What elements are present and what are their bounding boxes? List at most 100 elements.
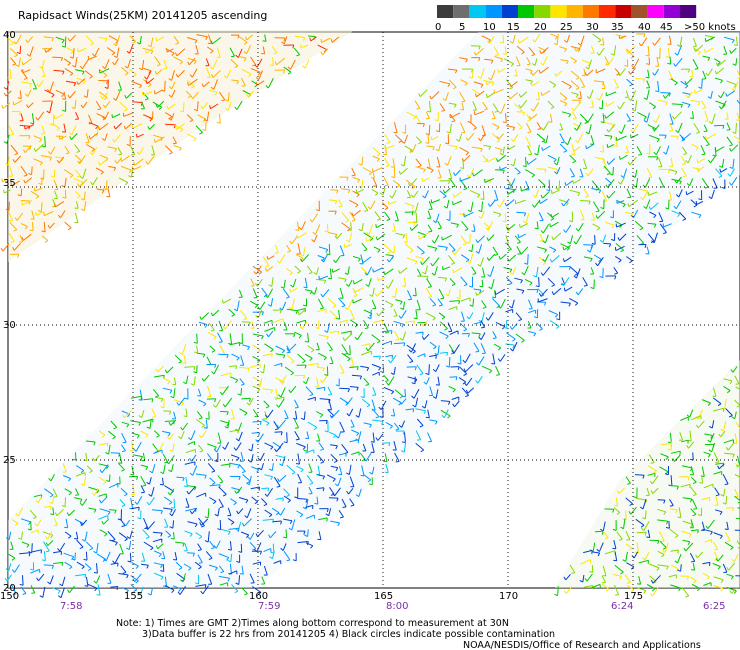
- wind-barb-flag: [113, 125, 116, 130]
- wind-barb-flag: [355, 414, 360, 418]
- wind-barb: [349, 439, 359, 443]
- wind-barb-flag: [337, 522, 341, 527]
- wind-barb-flag: [488, 77, 492, 81]
- wind-barb: [290, 287, 298, 293]
- wind-barb: [20, 518, 31, 523]
- wind-barb-flag: [158, 553, 162, 558]
- wind-barb-flag: [606, 172, 611, 175]
- wind-barb: [151, 509, 163, 512]
- wind-barb: [687, 154, 692, 163]
- wind-barb-flag: [575, 139, 579, 144]
- wind-barb: [707, 68, 713, 76]
- wind-barb: [341, 212, 350, 221]
- wind-barb: [692, 37, 697, 47]
- wind-barb: [76, 77, 86, 82]
- wind-barb-flag: [466, 260, 471, 264]
- wind-barb-flag: [490, 60, 494, 64]
- wind-barb-flag: [347, 229, 352, 231]
- wind-barb: [351, 451, 360, 455]
- wind-barb-flag: [51, 37, 54, 42]
- wind-barb-flag: [717, 465, 720, 470]
- wind-barb: [711, 113, 716, 124]
- wind-barb: [173, 36, 180, 44]
- wind-barb-flag: [145, 526, 149, 530]
- wind-barb: [183, 563, 192, 569]
- wind-barb: [22, 69, 31, 74]
- wind-barb-flag: [342, 337, 346, 341]
- wind-barb-flag: [350, 504, 355, 507]
- wind-barb-flag: [80, 198, 85, 201]
- wind-barb: [649, 134, 660, 140]
- wind-barb-flag: [385, 165, 390, 167]
- wind-barb-flag: [644, 244, 647, 248]
- wind-barb: [592, 33, 602, 41]
- wind-barb-flag: [463, 188, 467, 191]
- wind-barb: [703, 483, 714, 489]
- wind-barb: [499, 199, 505, 208]
- wind-barb: [307, 332, 309, 343]
- wind-barb-flag: [698, 214, 702, 219]
- wind-barb: [318, 442, 325, 450]
- wind-barb: [134, 573, 142, 583]
- wind-barb: [172, 136, 177, 144]
- wind-barb-flag: [462, 243, 467, 246]
- wind-barb: [697, 166, 705, 172]
- wind-barb: [162, 430, 171, 434]
- wind-barb: [648, 563, 660, 569]
- wind-barb: [192, 91, 199, 100]
- wind-barb-flag: [445, 335, 449, 339]
- wind-barb: [508, 254, 517, 262]
- wind-barb: [576, 122, 582, 131]
- wind-barb: [273, 560, 281, 564]
- wind-barb-flag: [374, 292, 378, 297]
- wind-barb-flag: [377, 218, 381, 221]
- wind-barb-flag: [66, 589, 70, 593]
- wind-barb: [730, 47, 737, 54]
- wind-barb: [38, 80, 44, 87]
- wind-barb-flag: [421, 405, 426, 409]
- wind-barb: [589, 243, 594, 253]
- wind-barb-flag: [502, 170, 505, 174]
- wind-barb: [660, 443, 672, 446]
- wind-barb-flag: [412, 350, 416, 354]
- wind-barb: [448, 344, 455, 354]
- wind-barb-flag: [326, 508, 329, 513]
- wind-barb-flag: [463, 283, 468, 287]
- wind-barb: [730, 144, 739, 152]
- wind-barb-flag: [24, 125, 26, 130]
- wind-barb: [172, 520, 175, 529]
- wind-barb-flag: [596, 52, 600, 56]
- wind-barb-flag: [411, 395, 415, 399]
- wind-barb-flag: [69, 566, 73, 570]
- wind-barb: [327, 232, 338, 235]
- wind-barb-flag: [609, 173, 614, 176]
- wind-barb-flag: [12, 593, 17, 595]
- wind-barb-flag: [80, 483, 85, 486]
- wind-barb: [19, 45, 22, 54]
- wind-barb-flag: [130, 493, 135, 496]
- wind-barb: [164, 576, 167, 587]
- wind-barb-flag: [507, 257, 510, 262]
- wind-barb-flag: [408, 349, 412, 353]
- lat-label-40: 40: [3, 30, 16, 41]
- wind-barb: [473, 224, 476, 232]
- wind-barb: [625, 211, 633, 215]
- wind-barb-flag: [268, 534, 271, 539]
- wind-barb: [365, 452, 372, 462]
- wind-barb-flag: [146, 481, 150, 485]
- wind-barb-flag: [522, 220, 527, 224]
- wind-barb: [654, 37, 661, 46]
- wind-barb-flag: [509, 348, 514, 352]
- wind-barb-flag: [555, 169, 559, 173]
- wind-barb: [356, 331, 363, 341]
- wind-barb: [461, 102, 465, 111]
- wind-barb: [598, 92, 604, 101]
- wind-barb: [388, 200, 397, 205]
- wind-barb: [634, 169, 638, 178]
- wind-barb: [450, 222, 459, 225]
- wind-barb: [703, 124, 708, 132]
- wind-barb-flag: [653, 214, 657, 219]
- wind-barb-flag: [360, 396, 365, 399]
- wind-barb: [65, 518, 69, 528]
- wind-barb-flag: [322, 487, 325, 492]
